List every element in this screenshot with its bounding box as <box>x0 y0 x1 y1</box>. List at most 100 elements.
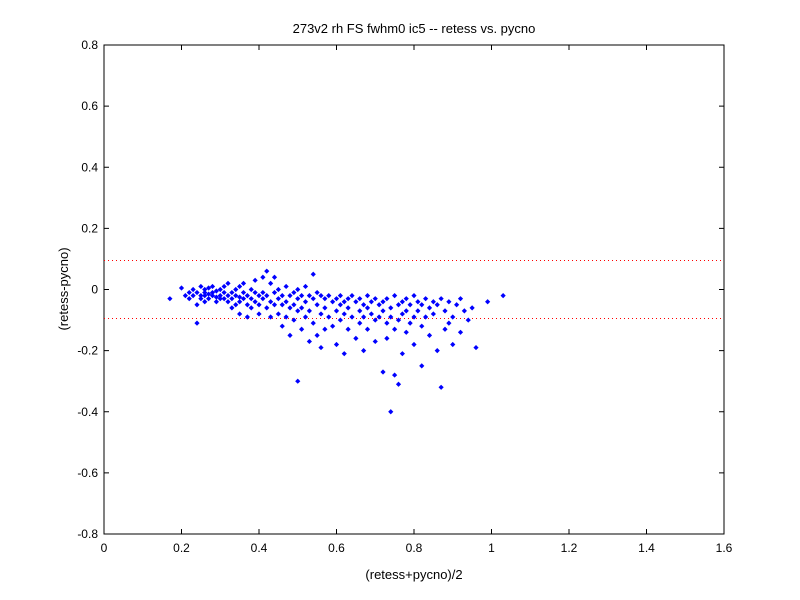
data-point <box>353 335 359 341</box>
x-tick-label: 0.6 <box>328 541 345 555</box>
data-point <box>287 293 293 299</box>
data-point <box>202 293 208 299</box>
x-tick-label: 0.8 <box>406 541 423 555</box>
data-point <box>291 289 297 296</box>
data-point <box>434 302 440 308</box>
y-tick-label: 0.6 <box>81 99 98 113</box>
data-point <box>198 296 204 302</box>
data-point <box>364 293 371 299</box>
data-point <box>268 314 274 320</box>
data-point <box>364 305 371 311</box>
data-point <box>411 341 417 348</box>
data-point <box>337 302 343 308</box>
data-point <box>318 344 324 351</box>
data-point <box>264 268 270 274</box>
data-point <box>341 311 347 317</box>
data-point <box>256 293 262 299</box>
data-point <box>310 320 316 326</box>
data-point <box>322 305 328 311</box>
data-point <box>310 296 316 302</box>
data-point <box>221 289 227 296</box>
data-point <box>349 314 355 320</box>
data-point <box>299 293 305 299</box>
data-point <box>419 323 425 329</box>
y-axis-label: (retess-pycno) <box>56 247 71 330</box>
data-point <box>403 308 409 314</box>
data-point <box>457 329 464 335</box>
data-point <box>314 332 320 338</box>
data-point <box>283 299 289 305</box>
y-axis-ticks: -0.8 -0.6 -0.4 -0.2 0 0.2 0.4 0.6 0.8 <box>77 38 724 541</box>
data-point <box>450 314 456 320</box>
data-point <box>279 293 285 299</box>
data-point <box>186 289 192 296</box>
data-point <box>395 302 402 308</box>
data-point <box>392 326 398 332</box>
data-point <box>368 311 374 317</box>
y-tick-label: -0.6 <box>77 466 98 480</box>
data-point <box>252 299 258 305</box>
data-point <box>198 283 204 290</box>
data-point <box>395 317 402 323</box>
data-point <box>318 293 324 299</box>
data-point <box>395 381 402 387</box>
data-point <box>248 286 254 293</box>
data-point <box>206 296 212 302</box>
data-point <box>314 302 320 308</box>
data-point <box>345 305 351 311</box>
data-point <box>252 289 258 296</box>
data-point <box>268 280 274 286</box>
data-point <box>446 299 452 305</box>
data-point <box>213 294 219 300</box>
data-point <box>333 308 340 314</box>
data-point <box>384 335 390 341</box>
data-point <box>302 299 309 305</box>
data-point <box>271 289 278 296</box>
data-point <box>237 311 243 317</box>
data-point <box>341 299 347 305</box>
data-point <box>372 296 378 302</box>
data-point <box>364 326 371 332</box>
data-point <box>213 299 219 305</box>
data-point <box>237 283 243 290</box>
data-point <box>399 299 405 305</box>
data-point <box>221 283 227 290</box>
data-point <box>306 338 312 345</box>
data-point <box>178 285 185 291</box>
data-point <box>287 332 293 338</box>
data-point <box>295 296 301 302</box>
data-point <box>206 285 212 291</box>
data-point <box>330 299 336 305</box>
data-point <box>264 305 270 311</box>
data-point <box>380 308 386 314</box>
data-point <box>264 293 270 299</box>
data-point <box>256 302 262 308</box>
data-point <box>380 369 386 375</box>
data-point <box>353 299 359 305</box>
data-point <box>407 320 413 326</box>
data-point <box>349 293 355 299</box>
data-point <box>260 274 266 280</box>
data-point <box>202 299 208 305</box>
data-point <box>384 296 390 302</box>
data-point <box>419 302 425 308</box>
data-point <box>423 314 429 320</box>
data-point <box>380 299 386 305</box>
data-point <box>450 341 456 348</box>
data-point <box>271 274 278 280</box>
data-point <box>209 293 216 299</box>
data-point <box>225 299 231 305</box>
data-points <box>167 268 506 415</box>
data-point <box>190 286 196 293</box>
data-point <box>473 344 479 351</box>
data-point <box>240 280 247 286</box>
data-point <box>221 296 227 302</box>
data-point <box>337 293 343 299</box>
data-point <box>295 378 301 384</box>
data-point <box>430 311 436 317</box>
y-tick-label: 0.2 <box>81 221 98 235</box>
data-point <box>403 329 409 335</box>
data-point <box>209 283 216 290</box>
data-point <box>194 302 200 308</box>
